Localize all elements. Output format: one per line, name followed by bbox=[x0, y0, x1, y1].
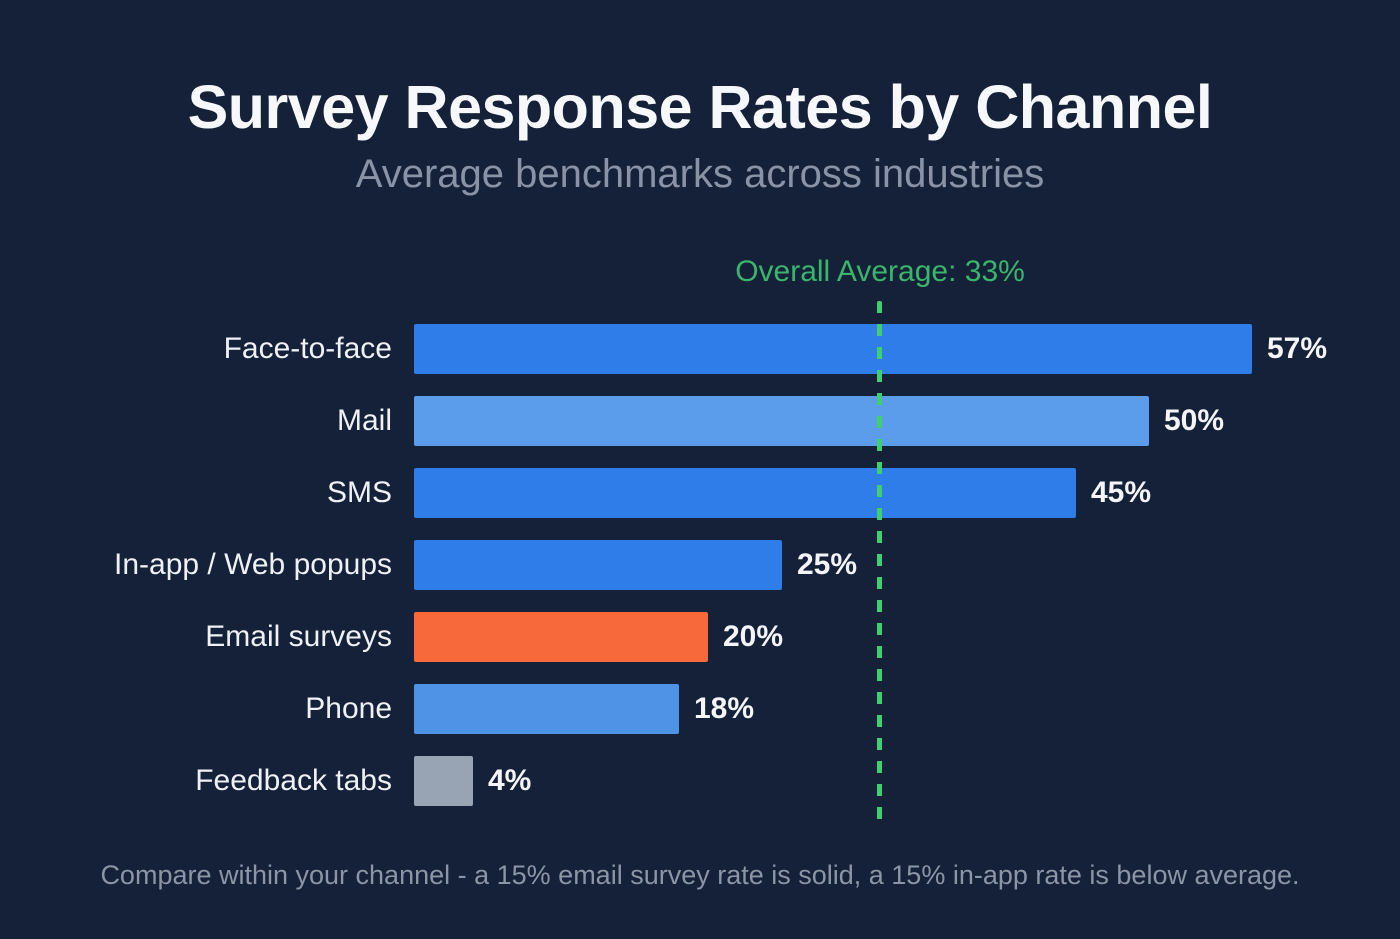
chart-row: Mail 50% bbox=[0, 385, 1400, 457]
overall-average-label: Overall Average: 33% bbox=[735, 255, 1025, 288]
bar-sms bbox=[414, 468, 1076, 518]
chart-row: Face-to-face 57% bbox=[0, 313, 1400, 385]
bar-phone bbox=[414, 684, 679, 734]
category-label: SMS bbox=[326, 476, 392, 509]
value-label: 20% bbox=[723, 620, 784, 653]
bar-chart: Face-to-face 57% Mail 50% SMS 45% In-app / Web… bbox=[0, 313, 1400, 817]
bar-mail bbox=[414, 396, 1149, 446]
chart-row: Phone 18% bbox=[0, 673, 1400, 745]
bar-in-app-web-popups bbox=[414, 540, 782, 590]
value-label: 50% bbox=[1164, 404, 1225, 437]
bar-email-surveys bbox=[414, 612, 708, 662]
value-label: 45% bbox=[1091, 476, 1152, 509]
value-label: 57% bbox=[1267, 332, 1328, 365]
chart-row: Feedback tabs 4% bbox=[0, 745, 1400, 817]
chart-row: SMS 45% bbox=[0, 457, 1400, 529]
bar-feedback-tabs bbox=[414, 756, 473, 806]
value-label: 18% bbox=[694, 692, 755, 725]
category-label: Face-to-face bbox=[223, 332, 392, 365]
chart-subtitle: Average benchmarks across industries bbox=[355, 152, 1045, 196]
chart-row: In-app / Web popups 25% bbox=[0, 529, 1400, 601]
overall-average-dashed-line bbox=[877, 301, 882, 825]
category-label: Mail bbox=[336, 404, 392, 437]
category-label: Feedback tabs bbox=[195, 764, 392, 797]
category-label: In-app / Web popups bbox=[114, 548, 392, 581]
category-label: Email surveys bbox=[205, 620, 392, 653]
footer-note: Compare within your channel - a 15% emai… bbox=[100, 860, 1300, 890]
chart-row: Email surveys 20% bbox=[0, 601, 1400, 673]
bar-face-to-face bbox=[414, 324, 1252, 374]
value-label: 4% bbox=[488, 764, 532, 797]
category-label: Phone bbox=[305, 692, 392, 725]
value-label: 25% bbox=[797, 548, 858, 581]
chart-title: Survey Response Rates by Channel bbox=[187, 73, 1213, 141]
